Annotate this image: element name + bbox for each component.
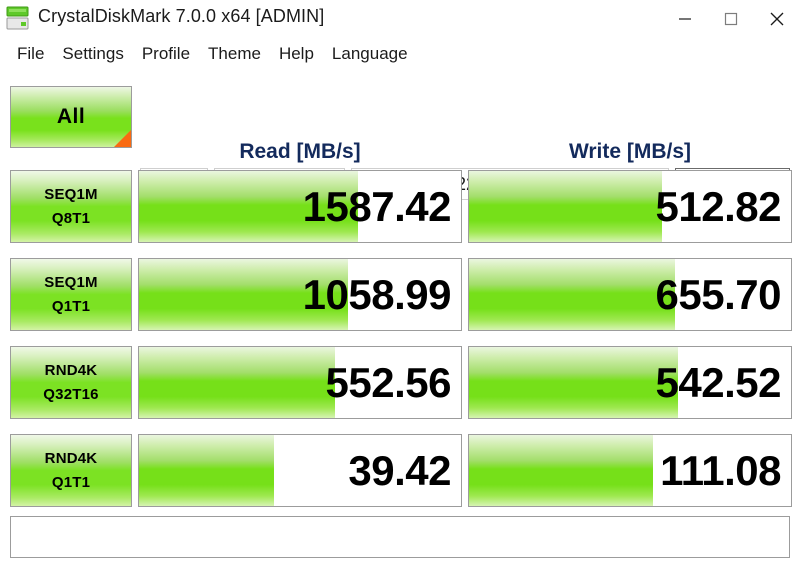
write-result-bar: 542.52 [468, 346, 792, 419]
toolbar: All 5 1GiB C: 18% (39/223GiB) MB/s [0, 78, 800, 200]
read-value: 1587.42 [302, 182, 452, 230]
write-value: 111.08 [660, 446, 781, 494]
menu-item-profile[interactable]: Profile [141, 44, 191, 63]
read-result-bar: 1058.99 [138, 258, 462, 331]
test-queue: Q8T1 [51, 210, 91, 227]
test-name: SEQ1M [44, 274, 98, 291]
test-button-rnd4k-q32t16[interactable]: RND4K Q32T16 [10, 346, 132, 419]
maximize-button[interactable] [708, 0, 754, 38]
test-button-rnd4k-q1t1[interactable]: RND4K Q1T1 [10, 434, 132, 507]
maximize-icon [724, 12, 738, 26]
menu-item-help[interactable]: Help [278, 44, 314, 63]
read-value: 1058.99 [302, 270, 452, 318]
write-result-bar: 655.70 [468, 258, 792, 331]
write-value: 542.52 [655, 358, 782, 406]
run-all-button[interactable]: All [10, 86, 132, 148]
close-icon [770, 12, 784, 26]
window-title: CrystalDiskMark 7.0.0 x64 [ADMIN] [38, 6, 325, 26]
table-row: RND4K Q1T1 39.42 111.08 [0, 434, 800, 507]
results-grid: SEQ1M Q8T1 1587.42 512.82 SEQ1M Q1T1 105… [0, 170, 800, 510]
minimize-icon [679, 18, 691, 20]
read-result-bar: 39.42 [138, 434, 462, 507]
read-result-bar: 552.56 [138, 346, 462, 419]
read-bar-fill [139, 347, 336, 418]
read-bar-fill [139, 259, 349, 330]
test-name: SEQ1M [44, 186, 98, 203]
test-name: RND4K [44, 362, 98, 379]
write-bar-fill [469, 347, 679, 418]
table-row: RND4K Q32T16 552.56 542.52 [0, 346, 800, 419]
read-bar-fill [139, 435, 275, 506]
profile-indicator-corner [114, 130, 131, 147]
minimize-button[interactable] [662, 0, 708, 38]
run-all-label: All [56, 105, 86, 128]
menu-item-theme[interactable]: Theme [208, 44, 261, 63]
test-queue: Q1T1 [51, 474, 91, 491]
table-row: SEQ1M Q8T1 1587.42 512.82 [0, 170, 800, 243]
test-button-seq1m-q8t1[interactable]: SEQ1M Q8T1 [10, 170, 132, 243]
test-queue: Q1T1 [51, 298, 91, 315]
read-value: 39.42 [348, 446, 451, 494]
read-value: 552.56 [325, 358, 452, 406]
close-button[interactable] [754, 0, 800, 38]
title-bar: CrystalDiskMark 7.0.0 x64 [ADMIN] [0, 0, 800, 38]
window-controls [662, 0, 800, 38]
write-bar-fill [469, 259, 676, 330]
test-queue: Q32T16 [43, 386, 99, 403]
menu-item-settings[interactable]: Settings [62, 44, 124, 63]
write-column-header: Write [MB/s] [568, 140, 692, 163]
read-column-header: Read [MB/s] [239, 140, 361, 163]
test-name: RND4K [44, 450, 98, 467]
write-value: 512.82 [655, 182, 782, 230]
menu-bar: File Settings Profile Theme Help Languag… [0, 38, 800, 70]
disk-drive-icon [6, 6, 33, 32]
read-bar-fill [139, 171, 358, 242]
write-value: 655.70 [655, 270, 782, 318]
comment-input[interactable] [10, 516, 790, 558]
write-bar-fill [469, 171, 663, 242]
test-button-seq1m-q1t1[interactable]: SEQ1M Q1T1 [10, 258, 132, 331]
write-result-bar: 512.82 [468, 170, 792, 243]
read-result-bar: 1587.42 [138, 170, 462, 243]
menu-item-file[interactable]: File [17, 44, 45, 63]
write-result-bar: 111.08 [468, 434, 792, 507]
table-row: SEQ1M Q1T1 1058.99 655.70 [0, 258, 800, 331]
menu-item-language[interactable]: Language [331, 44, 408, 63]
write-bar-fill [469, 435, 653, 506]
